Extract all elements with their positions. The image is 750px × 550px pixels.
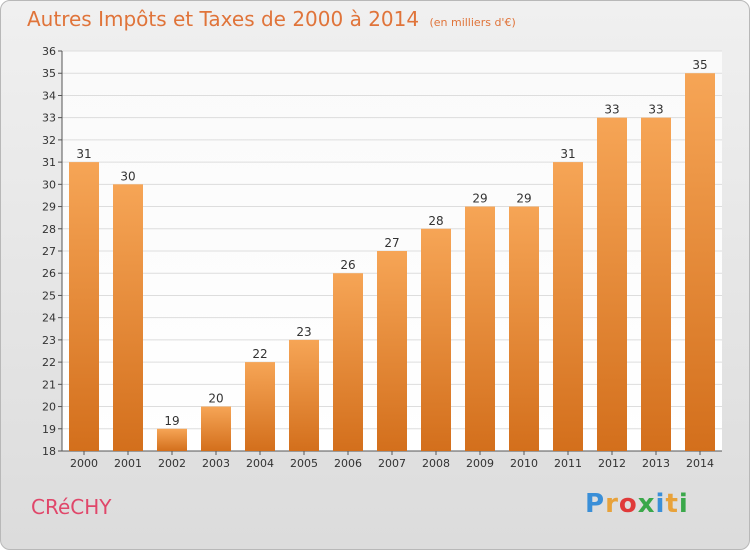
x-tick-label: 2012 — [598, 457, 626, 470]
x-tick-label: 2003 — [202, 457, 230, 470]
x-tick-label: 2004 — [246, 457, 274, 470]
x-tick-label: 2007 — [378, 457, 406, 470]
logo-letter: i — [678, 489, 689, 519]
bar — [685, 73, 715, 451]
x-tick-label: 2009 — [466, 457, 494, 470]
data-label: 23 — [296, 325, 311, 339]
proxiti-logo: Proxiti — [585, 489, 689, 519]
y-tick-label: 30 — [42, 178, 56, 191]
y-tick-label: 21 — [42, 378, 56, 391]
data-label: 29 — [472, 192, 487, 206]
data-label: 33 — [648, 103, 663, 117]
y-tick-label: 32 — [42, 134, 56, 147]
chart-title-text: Autres Impôts et Taxes de 2000 à 2014 — [27, 7, 420, 31]
x-tick-label: 2006 — [334, 457, 362, 470]
chart-title: Autres Impôts et Taxes de 2000 à 2014 (e… — [27, 7, 516, 31]
x-tick-label: 2014 — [686, 457, 714, 470]
bar — [289, 339, 319, 451]
bar — [509, 206, 539, 451]
y-tick-label: 19 — [42, 423, 56, 436]
bar — [201, 406, 231, 451]
bar — [377, 251, 407, 451]
data-label: 33 — [604, 103, 619, 117]
x-tick-label: 2000 — [70, 457, 98, 470]
bar — [69, 162, 99, 451]
y-tick-label: 34 — [42, 89, 56, 102]
y-tick-label: 31 — [42, 156, 56, 169]
commune-name: CRéCHY — [31, 495, 112, 519]
data-label: 27 — [384, 236, 399, 250]
y-tick-label: 18 — [42, 445, 56, 458]
y-tick-label: 27 — [42, 245, 56, 258]
logo-letter: t — [665, 489, 679, 519]
x-tick-label: 2008 — [422, 457, 450, 470]
data-label: 20 — [208, 392, 223, 406]
data-label: 31 — [560, 147, 575, 161]
data-label: 28 — [428, 214, 443, 228]
data-label: 22 — [252, 347, 267, 361]
bar — [597, 117, 627, 452]
x-tick-label: 2013 — [642, 457, 670, 470]
logo-letter: r — [605, 489, 619, 519]
bar — [641, 117, 671, 452]
y-tick-label: 33 — [42, 112, 56, 125]
x-tick-label: 2005 — [290, 457, 318, 470]
bar — [157, 428, 187, 451]
chart-subtitle: (en milliers d'€) — [429, 16, 516, 29]
logo-letter: x — [637, 489, 656, 519]
bar — [333, 273, 363, 451]
y-tick-label: 35 — [42, 67, 56, 80]
bar — [245, 362, 275, 451]
bar — [421, 228, 451, 451]
y-tick-label: 24 — [42, 312, 56, 325]
data-label: 35 — [692, 58, 707, 72]
y-tick-label: 29 — [42, 201, 56, 214]
data-label: 19 — [164, 414, 179, 428]
y-tick-label: 26 — [42, 267, 56, 280]
bar — [113, 184, 143, 452]
y-tick-label: 25 — [42, 289, 56, 302]
data-label: 26 — [340, 258, 355, 272]
data-label: 30 — [120, 169, 135, 183]
y-tick-label: 20 — [42, 401, 56, 414]
bar — [553, 162, 583, 451]
x-tick-label: 2002 — [158, 457, 186, 470]
bar — [465, 206, 495, 451]
data-label: 31 — [76, 147, 91, 161]
logo-letter: P — [585, 489, 606, 519]
logo-letter: o — [618, 489, 638, 519]
y-tick-label: 28 — [42, 223, 56, 236]
y-tick-label: 36 — [42, 45, 56, 58]
y-tick-label: 23 — [42, 334, 56, 347]
logo-letter: i — [655, 489, 666, 519]
y-tick-label: 22 — [42, 356, 56, 369]
x-tick-label: 2010 — [510, 457, 538, 470]
x-tick-label: 2001 — [114, 457, 142, 470]
data-label: 29 — [516, 192, 531, 206]
x-tick-label: 2011 — [554, 457, 582, 470]
